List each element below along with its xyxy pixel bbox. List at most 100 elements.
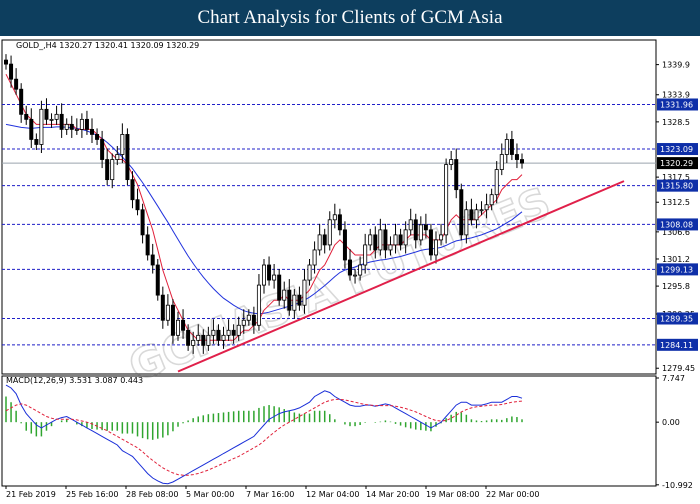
candle xyxy=(191,331,196,354)
candle xyxy=(368,228,373,251)
candle xyxy=(358,256,363,281)
candle-body xyxy=(459,189,464,236)
candle-body xyxy=(186,329,191,346)
candle xyxy=(79,113,84,138)
candle xyxy=(181,309,186,339)
candle xyxy=(150,243,155,274)
candle-body xyxy=(337,214,342,231)
candle xyxy=(454,148,459,199)
candle-body xyxy=(29,118,34,140)
macd-signal-line xyxy=(5,398,523,476)
candle-body xyxy=(504,139,509,155)
candle-body xyxy=(272,274,277,281)
candle-body xyxy=(4,59,9,65)
candle xyxy=(297,286,302,311)
candle-body xyxy=(342,229,347,261)
time-tick-label: 12 Mar 04:00 xyxy=(306,490,359,499)
macd-tick-label: 7.747 xyxy=(662,374,685,383)
candle xyxy=(59,103,64,138)
candle-body xyxy=(418,224,423,241)
level-label: 1331.96 xyxy=(660,100,693,109)
candle-body xyxy=(95,134,100,140)
candle xyxy=(19,83,24,123)
candle-body xyxy=(347,259,352,276)
candle-body xyxy=(494,169,499,196)
candle xyxy=(211,319,216,344)
candle-body xyxy=(150,254,155,266)
candle xyxy=(186,324,191,351)
candle-body xyxy=(181,319,186,331)
level-label: 1299.13 xyxy=(660,265,693,274)
candle-body xyxy=(79,118,84,130)
candle-body xyxy=(54,113,59,120)
price-tick-label: 1339.9 xyxy=(662,61,690,70)
time-tick-label: 28 Feb 08:00 xyxy=(126,490,178,499)
candle-body xyxy=(236,324,241,336)
candle-body xyxy=(393,234,398,246)
support-resistance-lines xyxy=(2,103,656,346)
candle xyxy=(221,326,226,349)
candle-body xyxy=(64,123,69,130)
candle-body xyxy=(383,229,388,251)
level-label-box xyxy=(657,263,698,276)
candle-body xyxy=(231,329,236,336)
candle xyxy=(251,306,256,334)
time-axis: 21 Feb 2019 25 Feb 16:00 28 Feb 08:00 5 Mar… xyxy=(5,486,539,499)
candle xyxy=(373,226,378,259)
candle xyxy=(231,324,236,344)
candle xyxy=(312,241,317,274)
candle xyxy=(170,299,175,344)
candle xyxy=(317,223,322,256)
candle-body xyxy=(363,244,368,266)
candle-body xyxy=(165,304,170,321)
candle-body xyxy=(368,234,373,246)
candle xyxy=(378,218,383,256)
candle xyxy=(277,269,282,306)
time-tick-label: 5 Mar 00:00 xyxy=(186,490,234,499)
time-tick-label: 7 Mar 16:00 xyxy=(246,490,294,499)
chart-area[interactable]: GCMASIA FUTURES 1339.9 1333.9 1328.5 1317.5… xyxy=(0,36,700,500)
candle xyxy=(95,128,100,145)
price-tick-label: 1301.2 xyxy=(662,255,690,264)
level-label-box xyxy=(657,143,698,156)
candle xyxy=(353,269,358,284)
level-label-box xyxy=(657,98,698,111)
price-panel-border xyxy=(1,39,657,375)
candle-body xyxy=(403,229,408,246)
candle-body xyxy=(439,234,444,241)
level-label-box xyxy=(657,218,698,231)
candle xyxy=(196,324,201,346)
candle-body xyxy=(322,234,327,246)
candle-body xyxy=(14,78,19,90)
price-tick-label: 1328.5 xyxy=(662,118,690,127)
candle-body xyxy=(196,334,201,341)
candle xyxy=(272,264,277,289)
macd-line xyxy=(5,384,523,485)
candle-body xyxy=(140,209,145,236)
candle xyxy=(292,289,297,319)
candle xyxy=(388,236,393,256)
candle xyxy=(484,193,489,219)
level-label-box xyxy=(657,338,698,351)
candle-body xyxy=(358,264,363,276)
candle-body xyxy=(170,304,175,336)
candle xyxy=(307,258,312,286)
candle-body xyxy=(90,129,95,135)
candle xyxy=(64,118,69,135)
price-tick-label: 1333.9 xyxy=(662,91,690,100)
candle xyxy=(226,319,231,341)
candle xyxy=(428,223,433,261)
price-header: GOLD_,H4 1320.27 1320.41 1320.09 1320.29 xyxy=(16,41,199,50)
candle-body xyxy=(474,209,479,221)
candle xyxy=(469,198,474,226)
trendline-layer xyxy=(177,180,625,373)
candle xyxy=(90,118,95,143)
candle-body xyxy=(444,164,449,236)
level-label: 1323.09 xyxy=(660,145,693,154)
candle-body xyxy=(388,244,393,251)
candle-body xyxy=(251,314,256,326)
candle xyxy=(489,188,494,211)
candle-body xyxy=(105,159,110,181)
candle-body xyxy=(317,234,322,251)
candle-body xyxy=(312,249,317,266)
